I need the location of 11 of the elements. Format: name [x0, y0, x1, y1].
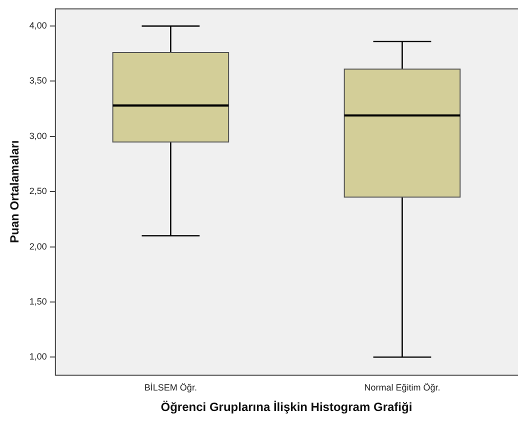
y-tick-label: 1,50: [29, 296, 47, 306]
y-tick-label: 4,00: [29, 20, 47, 31]
y-tick-label: 1,00: [29, 352, 47, 362]
y-tick-label: 2,50: [29, 186, 47, 196]
x-tick-label: Normal Eğitim Öğr.: [364, 382, 440, 393]
x-tick-label: BİLSEM Öğr.: [144, 382, 197, 393]
x-axis-title: Öğrenci Gruplarına İlişkin Histogram Grafiği: [160, 400, 412, 414]
y-tick-label: 2,00: [29, 241, 47, 252]
y-tick-label: 3,50: [29, 76, 47, 86]
y-axis-title: Puan Ortalamaları: [8, 140, 22, 243]
y-tick-label: 3,00: [29, 130, 47, 141]
